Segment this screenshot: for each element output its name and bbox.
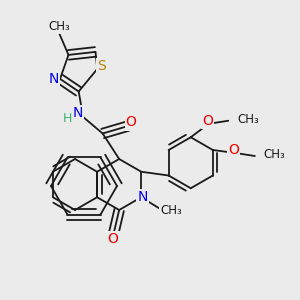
Text: O: O [202, 114, 213, 128]
Text: O: O [228, 143, 239, 157]
Text: CH₃: CH₃ [237, 113, 259, 126]
Text: N: N [49, 72, 59, 86]
Text: CH₃: CH₃ [264, 148, 286, 161]
Text: H: H [63, 112, 72, 125]
Text: O: O [108, 232, 118, 246]
Text: O: O [126, 116, 136, 129]
Text: CH₃: CH₃ [49, 20, 70, 33]
Text: CH₃: CH₃ [160, 204, 182, 217]
Text: S: S [98, 59, 106, 73]
Text: N: N [138, 190, 148, 204]
Text: N: N [73, 106, 83, 120]
